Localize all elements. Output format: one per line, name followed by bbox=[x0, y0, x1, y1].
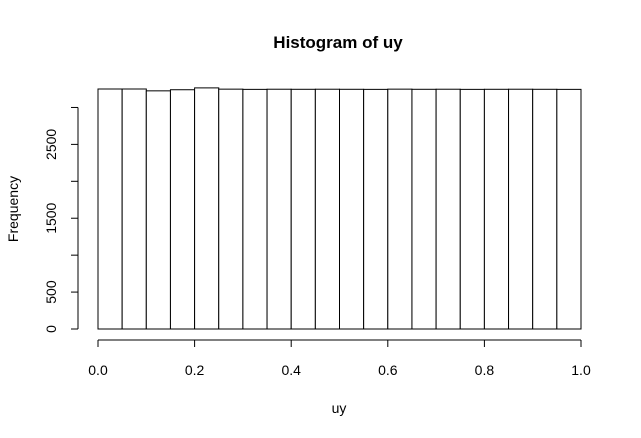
histogram-bar bbox=[508, 88, 534, 330]
x-tick-label: 0.6 bbox=[378, 362, 398, 378]
x-axis-label: uy bbox=[332, 400, 347, 416]
histogram-bar bbox=[290, 88, 316, 330]
chart-title: Histogram of uy bbox=[273, 33, 403, 52]
histogram-bar bbox=[218, 88, 244, 330]
histogram-bar bbox=[435, 88, 461, 330]
histogram-bar bbox=[459, 88, 485, 330]
histogram-bar bbox=[194, 87, 220, 330]
bars-group bbox=[97, 87, 582, 330]
y-axis-label: Frequency bbox=[5, 176, 21, 242]
histogram-bar bbox=[411, 88, 437, 330]
x-tick-label: 0.8 bbox=[475, 362, 495, 378]
histogram-bar bbox=[387, 88, 413, 330]
histogram-bar bbox=[121, 88, 147, 330]
y-tick-label: 500 bbox=[43, 280, 59, 304]
x-tick-label: 0.0 bbox=[88, 362, 108, 378]
histogram-bar bbox=[242, 88, 268, 330]
x-tick-label: 1.0 bbox=[571, 362, 591, 378]
y-axis: 0 500 1500 2500 bbox=[43, 106, 79, 333]
histogram-bar bbox=[363, 88, 389, 330]
x-tick-label: 0.2 bbox=[185, 362, 205, 378]
histogram-bar bbox=[556, 88, 582, 330]
x-tick-label: 0.4 bbox=[281, 362, 301, 378]
histogram-bar bbox=[97, 88, 123, 330]
histogram-bar bbox=[314, 88, 341, 330]
histogram-bar bbox=[483, 88, 510, 330]
histogram-bar bbox=[532, 88, 558, 330]
histogram-bar bbox=[339, 88, 365, 330]
y-tick-label: 1500 bbox=[43, 202, 59, 233]
x-axis: 0.0 0.2 0.4 0.6 0.8 1.0 bbox=[88, 339, 591, 378]
histogram-bar bbox=[169, 89, 196, 330]
histogram-bar bbox=[266, 88, 292, 330]
y-tick-label: 0 bbox=[43, 325, 59, 333]
y-tick-label: 2500 bbox=[43, 129, 59, 160]
histogram-bar bbox=[145, 90, 171, 330]
